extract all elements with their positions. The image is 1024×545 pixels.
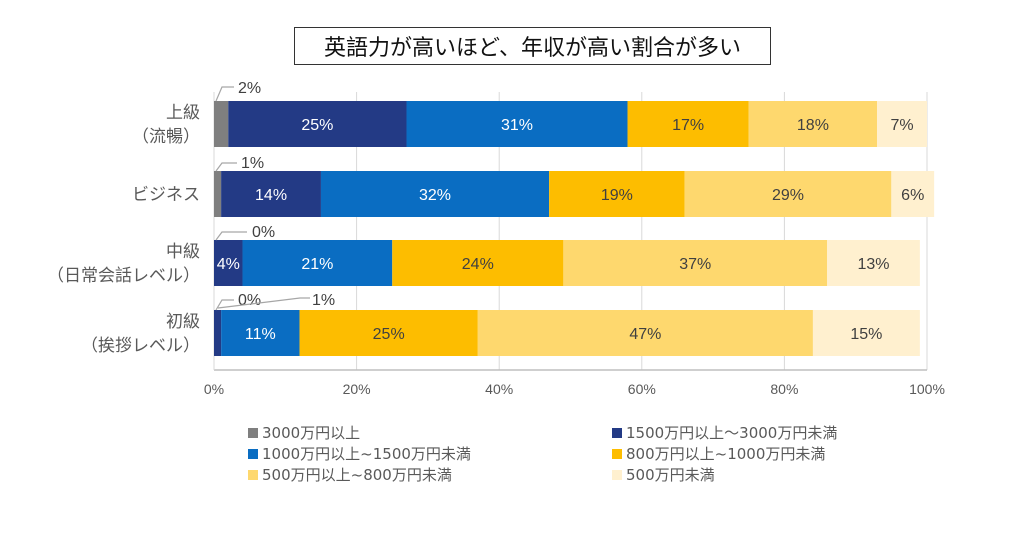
bar-segment [827, 240, 920, 286]
data-label: 17% [672, 117, 704, 134]
bar-segment [627, 101, 749, 147]
data-label: 21% [301, 256, 333, 273]
category-label: 初級 [166, 312, 200, 332]
bar-segment [299, 310, 478, 356]
data-label: 24% [462, 256, 494, 273]
data-label: 31% [501, 117, 533, 134]
legend-item: 500万円未満 [612, 464, 715, 485]
bar-segment [214, 171, 222, 217]
x-tick-label: 80% [770, 381, 798, 397]
legend-swatch [612, 469, 622, 480]
x-tick-label: 100% [909, 381, 945, 397]
data-label: 15% [850, 326, 882, 343]
callout-label: 2% [238, 80, 261, 97]
legend-swatch [612, 448, 622, 459]
bar-segment [214, 310, 222, 356]
data-label: 29% [772, 187, 804, 204]
data-label: 11% [245, 326, 276, 343]
x-tick-label: 0% [204, 381, 224, 397]
data-label: 19% [601, 187, 633, 204]
callout-leader-line [215, 86, 234, 102]
x-axis-ticks: 0% 20% 40% 60% 80% 100% [204, 381, 945, 397]
callout-label: 0% [252, 224, 275, 241]
x-tick-label: 40% [485, 381, 513, 397]
category-label: ビジネス [132, 185, 200, 205]
legend-swatch [248, 448, 258, 459]
data-label: 13% [858, 256, 890, 273]
legend-label: 500万円以上~800万円未満 [262, 466, 452, 484]
callout-leader-line [217, 297, 310, 309]
legend-swatch [248, 469, 258, 480]
bar-segment [684, 171, 892, 217]
legend-label: 1000万円以上~1500万円未満 [262, 445, 471, 463]
data-label: 47% [629, 326, 661, 343]
bar-segment [748, 101, 878, 147]
bar-segment [221, 310, 300, 356]
legend-label: 1500万円以上〜3000万円未満 [626, 424, 838, 442]
data-label: 14% [255, 187, 287, 204]
callouts: 2% 1% 0% 0% 1% [215, 80, 335, 311]
bar-segment [392, 240, 564, 286]
legend-item: 3000万円以上 [248, 422, 360, 443]
legend-swatch [248, 427, 258, 438]
bar-segment [549, 171, 685, 217]
callout-label: 1% [312, 292, 335, 309]
bar-segment [563, 240, 828, 286]
data-label: 7% [890, 117, 913, 134]
data-label: 18% [797, 117, 829, 134]
legend-label: 500万円未満 [626, 466, 715, 484]
data-label: 4% [217, 256, 240, 273]
legend-label: 3000万円以上 [262, 424, 361, 442]
bar-segment [221, 171, 321, 217]
callout-leader-line [215, 231, 247, 241]
bar-segment [812, 310, 920, 356]
category-label: （流暢） [132, 127, 200, 147]
category-label: 上級 [166, 103, 200, 123]
data-label: 6% [901, 187, 924, 204]
bar-segment [477, 310, 813, 356]
callout-label: 0% [238, 292, 261, 309]
data-label: 25% [373, 326, 405, 343]
legend-swatch [612, 427, 622, 438]
x-tick-label: 20% [343, 381, 371, 397]
data-label: 37% [679, 256, 711, 273]
callout-label: 1% [241, 155, 264, 172]
bar-segment [214, 101, 229, 147]
bars: 25% 31% 17% 18% 7% 14% 32% 19% 29% 6% 4% 21% 24% 37% 1… [214, 101, 935, 356]
data-label: 32% [419, 187, 451, 204]
bar-segment [891, 171, 935, 217]
data-label: 25% [301, 117, 333, 134]
legend-item: 1500万円以上〜3000万円未満 [612, 422, 837, 443]
callout-leader-line [215, 299, 234, 311]
bar-segment [877, 101, 927, 147]
chart-title: 英語力が高いほど、年収が高い割合が多い [294, 27, 771, 65]
bar-segment [406, 101, 628, 147]
category-label: （挨拶レベル） [81, 336, 200, 356]
bar-segment [214, 240, 243, 286]
bar-segment [242, 240, 393, 286]
bar-segment [320, 171, 550, 217]
bar-segment [228, 101, 407, 147]
legend-item: 1000万円以上~1500万円未満 [248, 443, 471, 464]
callout-leader-line [215, 162, 237, 172]
legend-label: 800万円以上~1000万円未満 [626, 445, 826, 463]
legend-item: 500万円以上~800万円未満 [248, 464, 452, 485]
x-tick-label: 60% [628, 381, 656, 397]
category-label: 中級 [166, 242, 200, 262]
category-label: （日常会話レベル） [47, 266, 200, 286]
legend-item: 800万円以上~1000万円未満 [612, 443, 825, 464]
